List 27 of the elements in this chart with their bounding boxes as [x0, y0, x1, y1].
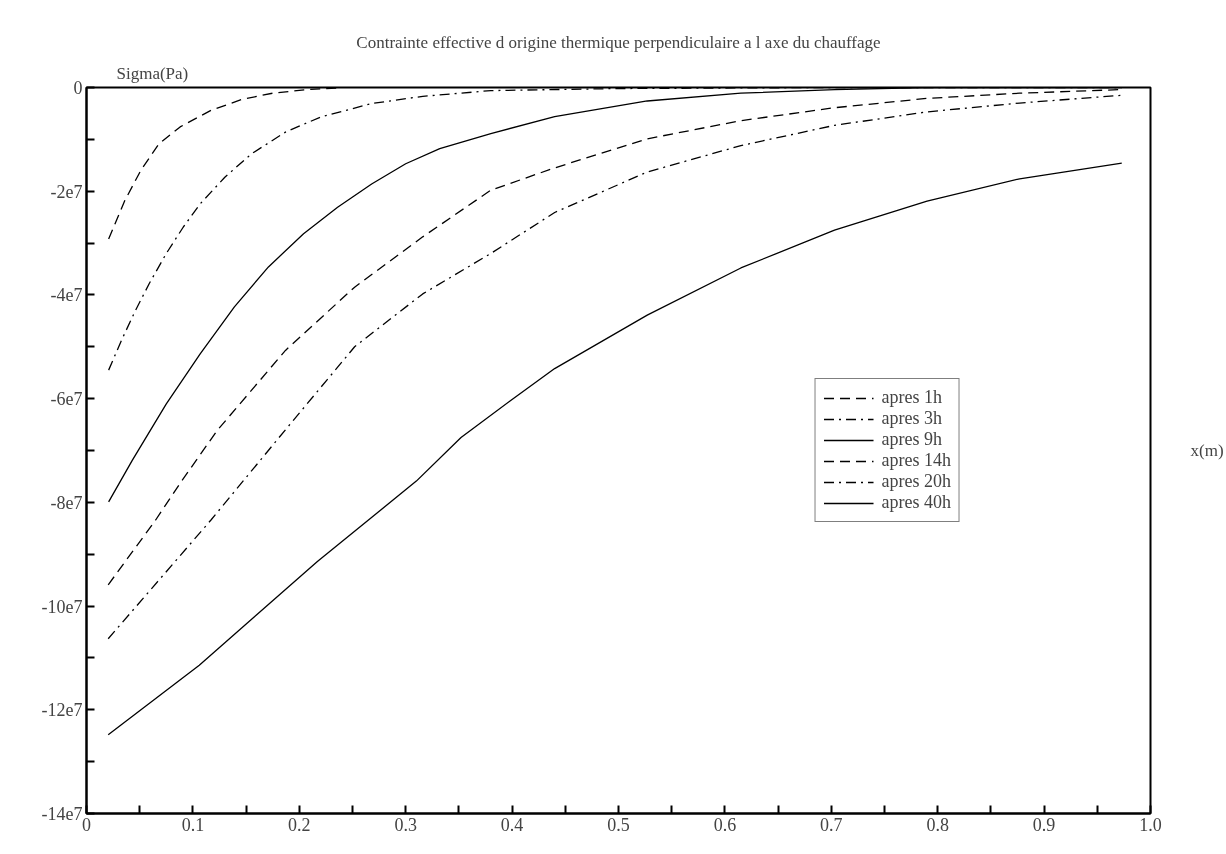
y-tick-label: -2e7	[50, 181, 83, 202]
x-tick-label: 1.0	[1139, 814, 1162, 835]
x-tick-label: 0.5	[607, 814, 630, 835]
legend-label: apres 1h	[881, 387, 942, 408]
legend-label: apres 14h	[881, 450, 951, 471]
x-tick-label: 0.8	[926, 814, 949, 835]
y-tick-label: 0	[73, 78, 83, 98]
x-tick-label: 0.9	[1032, 814, 1056, 835]
chart-title: Contrainte effective d origine thermique perpendiculaire a l axe du chauffage	[356, 32, 881, 52]
y-tick-label: -6e7	[50, 389, 83, 410]
y-tick-label: -8e7	[50, 492, 83, 513]
x-tick-label: 0.4	[500, 814, 524, 835]
y-tick-label: -14e7	[41, 804, 83, 824]
x-tick-label: 0.3	[394, 814, 417, 835]
legend-label: apres 40h	[881, 492, 951, 513]
x-axis-title: x(m)	[1190, 441, 1224, 460]
legend-label: apres 3h	[881, 408, 942, 429]
x-tick-label: 0.1	[181, 814, 205, 835]
x-tick-label: 0.2	[288, 814, 311, 835]
y-axis-title: Sigma(Pa)	[116, 63, 189, 83]
x-tick-label: 0.6	[713, 814, 737, 835]
y-tick-label: -12e7	[41, 700, 83, 721]
legend-label: apres 9h	[881, 429, 942, 450]
y-tick-label: -4e7	[50, 285, 83, 306]
y-tick-label: -10e7	[41, 596, 83, 617]
legend-label: apres 20h	[881, 471, 951, 492]
x-tick-label: 0.7	[820, 814, 843, 835]
